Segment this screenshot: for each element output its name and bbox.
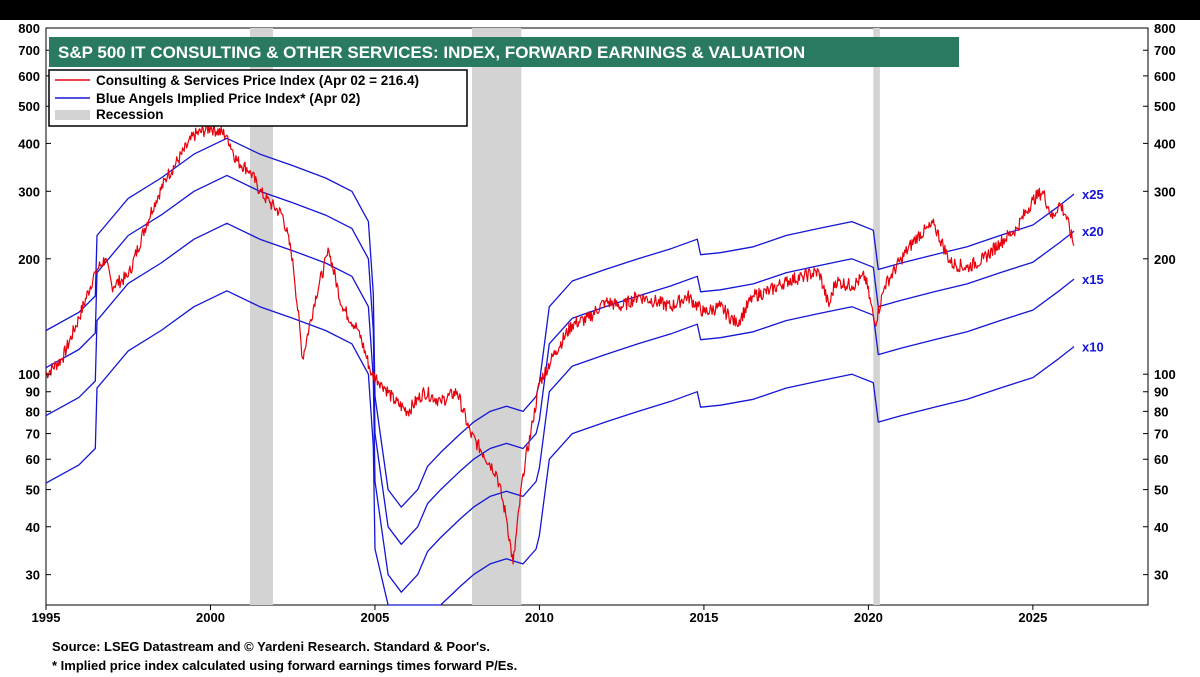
implied-line-x25 xyxy=(45,137,1075,508)
plot-area-frame xyxy=(45,27,1149,606)
y-tick-label-left: 40 xyxy=(26,520,40,535)
price-index-line xyxy=(45,122,1075,565)
multiple-label-x20: x20 xyxy=(1082,224,1104,239)
implied-line-x10 xyxy=(45,290,1075,606)
y-tick-label-right: 100 xyxy=(1154,367,1176,382)
y-tick-label-right: 500 xyxy=(1154,99,1176,114)
series-layer: x25 x20 x15 x10 xyxy=(45,122,1104,606)
legend-label-recession: Recession xyxy=(96,107,164,122)
x-tick-label: 2015 xyxy=(689,610,718,625)
y-tick-label-left: 500 xyxy=(18,99,40,114)
legend-label-price: Consulting & Services Price Index (Apr 0… xyxy=(96,73,419,88)
chart-title: S&P 500 IT CONSULTING & OTHER SERVICES: … xyxy=(58,43,805,62)
y-tick-label-right: 200 xyxy=(1154,252,1176,267)
y-tick-label-left: 70 xyxy=(26,427,40,442)
footnote: * Implied price index calculated using f… xyxy=(52,658,518,673)
implied-line-x20 xyxy=(45,174,1075,545)
y-tick-label-right: 90 xyxy=(1154,385,1168,400)
y-tick-label-left: 300 xyxy=(18,184,40,199)
y-tick-label-left: 90 xyxy=(26,385,40,400)
x-tick-label: 2000 xyxy=(196,610,225,625)
recession-band-3 xyxy=(873,28,880,605)
title-banner: S&P 500 IT CONSULTING & OTHER SERVICES: … xyxy=(49,37,959,67)
x-tick-label: 2010 xyxy=(525,610,554,625)
y-tick-label-right: 70 xyxy=(1154,427,1168,442)
y-tick-label-left: 400 xyxy=(18,136,40,151)
y-tick-label-left: 30 xyxy=(26,568,40,583)
y-tick-label-left: 800 xyxy=(18,21,40,36)
multiple-label-x25: x25 xyxy=(1082,187,1104,202)
y-tick-label-right: 400 xyxy=(1154,136,1176,151)
y-tick-label-right: 800 xyxy=(1154,21,1176,36)
y-tick-label-left: 200 xyxy=(18,252,40,267)
y-tick-label-right: 80 xyxy=(1154,404,1168,419)
axes: 1995 2000 2005 2010 2015 2020 2025 30 30 40 40 50 50… xyxy=(18,21,1175,625)
y-tick-label-left: 60 xyxy=(26,452,40,467)
source-note: Source: LSEG Datastream and © Yardeni Re… xyxy=(52,639,490,654)
recession-band-2 xyxy=(471,28,522,605)
multiple-label-x15: x15 xyxy=(1082,272,1104,287)
y-tick-label-right: 600 xyxy=(1154,69,1176,84)
multiple-label-x10: x10 xyxy=(1082,340,1104,355)
x-tick-label: 2025 xyxy=(1018,610,1047,625)
top-black-band xyxy=(0,0,1200,20)
y-tick-label-left: 700 xyxy=(18,43,40,58)
x-tick-label: 2005 xyxy=(360,610,389,625)
y-tick-label-right: 700 xyxy=(1154,43,1176,58)
legend-label-implied: Blue Angels Implied Price Index* (Apr 02… xyxy=(96,91,360,106)
y-tick-label-right: 40 xyxy=(1154,520,1168,535)
recession-bands xyxy=(249,28,880,605)
y-tick-label-right: 50 xyxy=(1154,483,1168,498)
y-tick-label-left: 100 xyxy=(18,367,40,382)
y-tick-label-right: 60 xyxy=(1154,452,1168,467)
legend: Consulting & Services Price Index (Apr 0… xyxy=(48,69,468,127)
legend-swatch-recession xyxy=(55,110,90,120)
x-tick-label: 1995 xyxy=(32,610,61,625)
y-tick-label-left: 80 xyxy=(26,404,40,419)
y-tick-label-left: 600 xyxy=(18,69,40,84)
y-tick-label-right: 30 xyxy=(1154,568,1168,583)
y-tick-label-left: 50 xyxy=(26,483,40,498)
recession-band-1 xyxy=(249,28,273,605)
x-tick-label: 2020 xyxy=(854,610,883,625)
y-tick-label-right: 300 xyxy=(1154,184,1176,199)
implied-line-x15 xyxy=(45,222,1075,593)
